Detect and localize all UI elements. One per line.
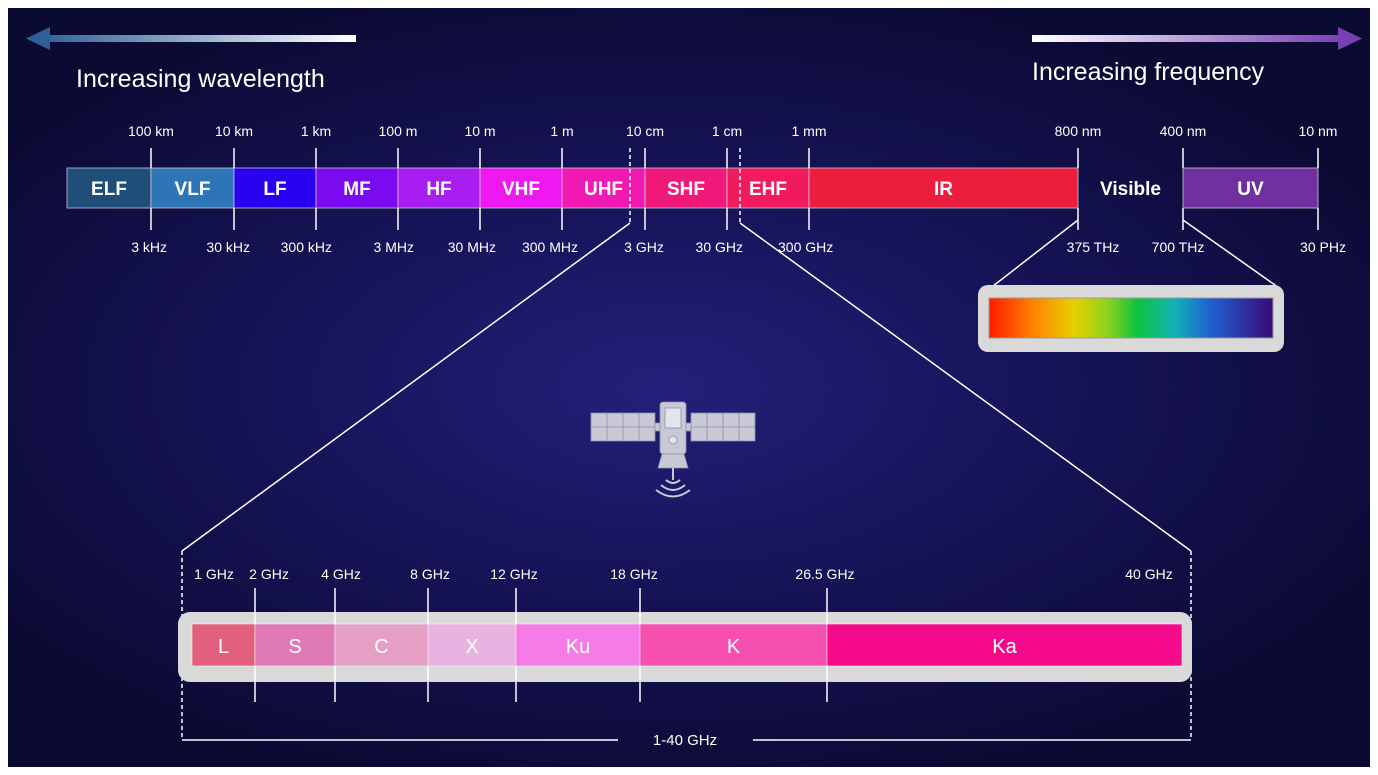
band-label-shf: SHF: [667, 179, 705, 200]
band-label-vlf: VLF: [175, 179, 211, 200]
mw-frequency-label: 26.5 GHz: [795, 566, 854, 582]
band-elf: [66, 167, 152, 209]
microwave-frequency-labels: 1 GHz 2 GHz 4 GHz 8 GHz 12 GHz 18 GHz 26.5 GHz…: [194, 566, 1173, 582]
band-label-ir: IR: [934, 179, 953, 200]
band-label-ehf: EHF: [749, 179, 787, 200]
mw-band-k: [639, 623, 828, 667]
spectrum-bar: [66, 167, 1319, 209]
frequency-label: 3 MHz: [374, 239, 414, 255]
wavelength-label: 10 cm: [626, 123, 664, 139]
band-uv: [1182, 167, 1319, 209]
wavelength-header: Increasing wavelength: [76, 65, 325, 93]
mw-frequency-label: 1 GHz: [194, 566, 234, 582]
band-shf: [644, 167, 728, 209]
band-label-lf: LF: [263, 179, 286, 200]
band-mf: [315, 167, 399, 209]
wavelength-label: 10 km: [215, 123, 253, 139]
spectrum-diagram: Increasing wavelength Increasing frequen…: [8, 8, 1370, 767]
mw-band-label-c: C: [374, 636, 388, 658]
visible-spectrum-inset: [978, 285, 1284, 352]
band-ir: [808, 167, 1079, 209]
frequency-label: 30 MHz: [448, 239, 496, 255]
wavelength-label: 100 km: [128, 123, 174, 139]
mw-frequency-label: 18 GHz: [610, 566, 657, 582]
frequency-label: 3 GHz: [624, 239, 664, 255]
frequency-label: 300 kHz: [281, 239, 332, 255]
wavelength-label: 10 m: [464, 123, 495, 139]
mw-band-x: [427, 623, 517, 667]
spectrum-band-labels: ELF VLF LF MF HF VHF UHF SHF EHF IR Visible UV: [91, 179, 1264, 200]
band-ehf: [726, 167, 810, 209]
mw-frequency-label: 4 GHz: [321, 566, 361, 582]
band-vhf: [479, 167, 563, 209]
mw-band-l: [191, 623, 256, 667]
diagram-canvas: Increasing wavelength Increasing frequen…: [26, 27, 1362, 749]
mw-band-label-l: L: [218, 636, 229, 658]
wavelength-label: 400 nm: [1160, 123, 1207, 139]
frequency-label: 300 GHz: [778, 239, 833, 255]
mw-frequency-label: 2 GHz: [249, 566, 289, 582]
mw-band-label-ka: Ka: [992, 636, 1017, 658]
mw-frequency-label: 40 GHz: [1125, 566, 1172, 582]
mw-band-label-s: S: [288, 636, 301, 658]
band-label-uv: UV: [1237, 179, 1264, 200]
band-hf: [397, 167, 481, 209]
band-uhf: [561, 167, 646, 209]
frequency-label: 300 MHz: [522, 239, 578, 255]
frequency-label: 30 GHz: [696, 239, 743, 255]
band-lf: [233, 167, 317, 209]
frequency-ticks: [150, 208, 1319, 230]
band-vlf: [150, 167, 235, 209]
frequency-label: 3 kHz: [131, 239, 167, 255]
mw-band-c: [334, 623, 429, 667]
frequency-label: 700 THz: [1152, 239, 1205, 255]
mw-frequency-label: 12 GHz: [490, 566, 537, 582]
frequency-label: 30 PHz: [1300, 239, 1346, 255]
wavelength-label: 1 cm: [712, 123, 742, 139]
microwave-ticks: [254, 588, 828, 702]
range-label: 1-40 GHz: [653, 732, 717, 749]
frequency-labels: 3 kHz 30 kHz 300 kHz 3 MHz 30 MHz 300 MHz 3 GH…: [131, 239, 1346, 255]
wavelength-arrow: [26, 27, 356, 50]
band-label-elf: ELF: [91, 179, 127, 200]
wavelength-label: 100 m: [379, 123, 418, 139]
wavelength-label: 1 km: [301, 123, 331, 139]
wavelength-ticks: [150, 148, 1319, 168]
frequency-arrow: [1032, 27, 1362, 50]
visible-zoom-left: [987, 219, 1079, 291]
mw-band-label-x: X: [465, 636, 478, 658]
mw-band-s: [254, 623, 336, 667]
wavelength-label: 1 mm: [792, 123, 827, 139]
band-label-mf: MF: [343, 179, 370, 200]
microwave-bar: [191, 623, 1183, 667]
wavelength-label: 10 nm: [1299, 123, 1338, 139]
zoom-line-right: [739, 222, 1192, 552]
band-label-hf: HF: [426, 179, 451, 200]
mw-band-ku: [515, 623, 641, 667]
frequency-label: 30 kHz: [206, 239, 250, 255]
mw-band-label-ku: Ku: [566, 636, 590, 658]
band-label-visible: Visible: [1100, 179, 1161, 200]
satellite-icon: [590, 401, 756, 498]
mw-band-label-k: K: [727, 636, 741, 658]
band-label-uhf: UHF: [584, 179, 623, 200]
mw-band-ka: [826, 623, 1183, 667]
zoom-line-left: [181, 222, 631, 552]
microwave-band-labels: L S C X Ku K Ka: [218, 636, 1018, 658]
frequency-label: 375 THz: [1067, 239, 1120, 255]
wavelength-label: 1 m: [550, 123, 573, 139]
mw-frequency-label: 8 GHz: [410, 566, 450, 582]
frequency-header: Increasing frequency: [1032, 58, 1265, 86]
wavelength-label: 800 nm: [1055, 123, 1102, 139]
wavelength-labels: 100 km 10 km 1 km 100 m 10 m 1 m 10 cm 1 cm 1 mm…: [128, 123, 1337, 139]
band-label-vhf: VHF: [502, 179, 540, 200]
visible-zoom-right: [1182, 219, 1283, 291]
